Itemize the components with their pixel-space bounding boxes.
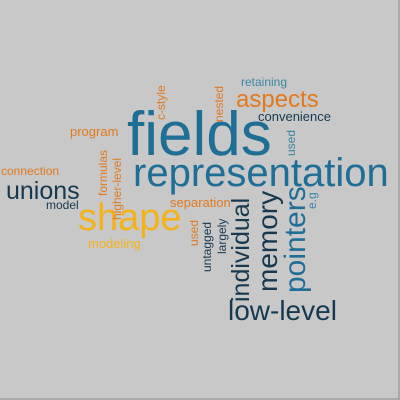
word-eg: e.g bbox=[305, 192, 319, 209]
word-retaining: retaining bbox=[241, 75, 288, 89]
word-memory: memory bbox=[252, 190, 283, 292]
word-convenience: convenience bbox=[258, 109, 331, 124]
word-low-level: low-level bbox=[228, 295, 337, 326]
word-formulas: formulas bbox=[96, 149, 110, 196]
word-program: program bbox=[70, 124, 119, 139]
word-modeling: modeling bbox=[88, 236, 141, 251]
word-individual: individual bbox=[227, 197, 255, 302]
word-shape: shape bbox=[78, 197, 182, 239]
word-unions: unions bbox=[6, 177, 80, 205]
word-nested: nested bbox=[212, 85, 226, 122]
word-used-top: used bbox=[284, 129, 298, 156]
word-used-bottom: used bbox=[187, 219, 201, 246]
word-model: model bbox=[46, 198, 79, 212]
word-fields: fields bbox=[127, 100, 272, 169]
word-separation: separation bbox=[170, 195, 231, 210]
word-higher-level: higher-level bbox=[110, 157, 124, 220]
word-largely: largely bbox=[215, 218, 229, 254]
word-representation: representation bbox=[133, 151, 389, 195]
word-aspects: aspects bbox=[236, 86, 319, 113]
word-untagged: untagged bbox=[200, 221, 214, 272]
word-connection: connection bbox=[1, 164, 60, 178]
word-c-style: c-style bbox=[154, 85, 168, 120]
